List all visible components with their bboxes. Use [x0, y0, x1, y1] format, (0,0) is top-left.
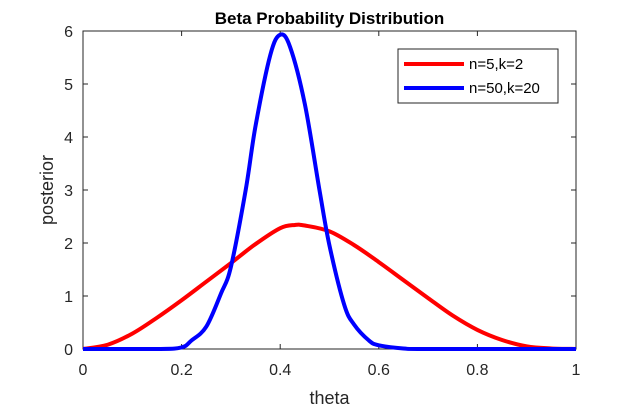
y-tick-labels: 0 1 2 3 4 5 6: [64, 24, 73, 359]
series-layer: [82, 32, 577, 352]
y-tick-label: 2: [64, 236, 73, 253]
x-tick-labels: 0 0.2 0.4 0.6 0.8 1: [79, 362, 581, 379]
x-tick-label: 0.4: [269, 362, 291, 379]
x-tick-label: 0: [79, 362, 88, 379]
x-tick-label: 0.6: [368, 362, 390, 379]
legend-box: [397, 48, 559, 104]
legend-label-series-1: n=5,k=2: [469, 56, 523, 73]
y-tick-label: 5: [64, 77, 73, 94]
x-axis-label: theta: [309, 388, 350, 408]
y-tick-label: 3: [64, 183, 73, 200]
x-tick-label: 0.2: [170, 362, 192, 379]
chart-title: Beta Probability Distribution: [215, 9, 445, 28]
series-line-2: [83, 32, 576, 352]
legend: n=5,k=2 n=50,k=20: [397, 48, 559, 104]
y-tick-label: 4: [64, 130, 73, 147]
y-tick-label: 1: [64, 289, 73, 306]
x-tick-label: 0.8: [466, 362, 488, 379]
y-tick-label: 0: [64, 342, 73, 359]
y-axis-label: posterior: [37, 155, 57, 225]
series-line-1: [82, 222, 577, 351]
legend-label-series-2: n=50,k=20: [469, 80, 540, 97]
x-tick-label: 1: [572, 362, 581, 379]
y-tick-label: 6: [64, 24, 73, 41]
